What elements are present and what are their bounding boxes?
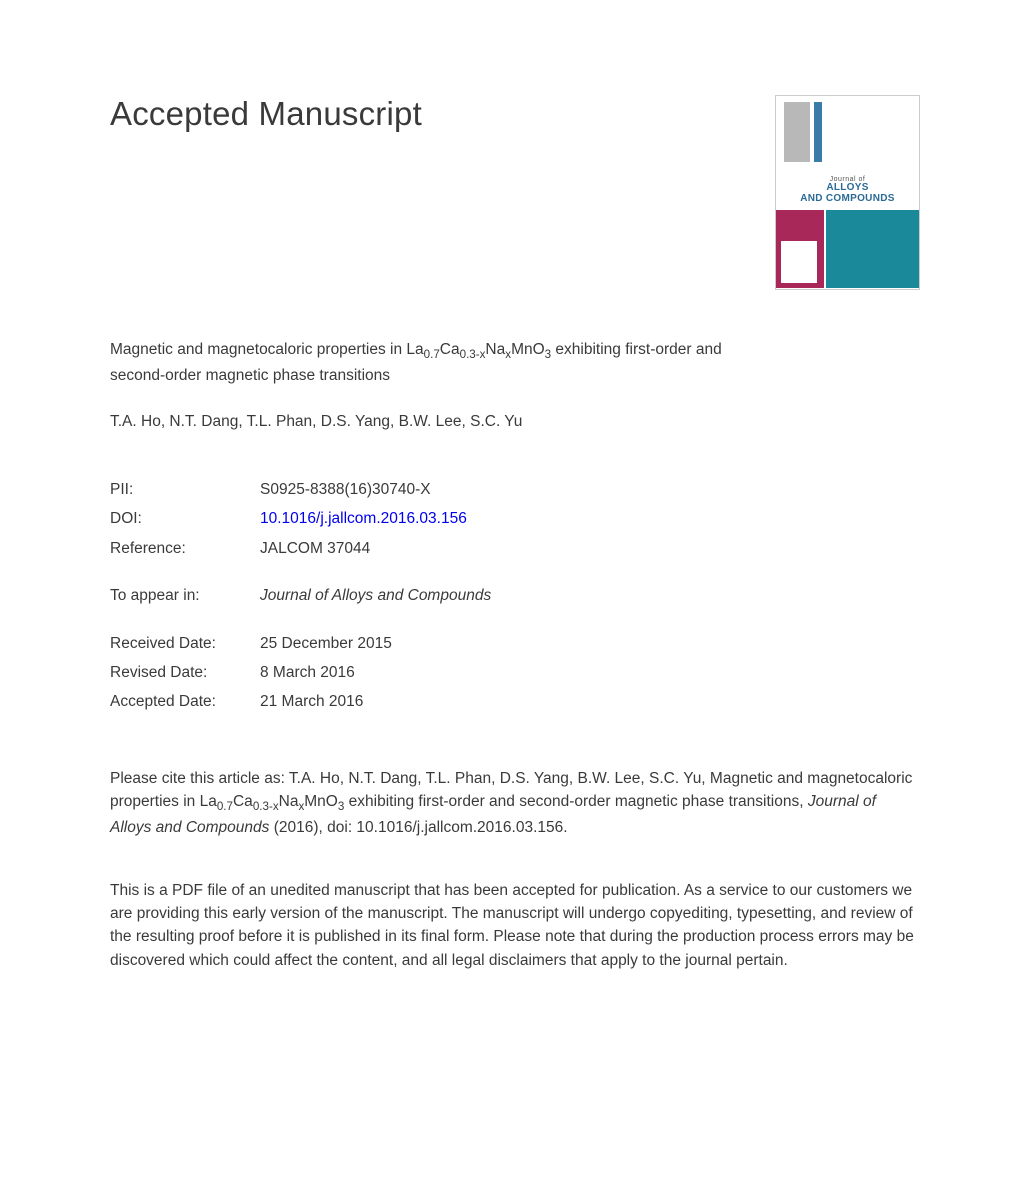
pii-value: S0925-8388(16)30740-X xyxy=(260,475,431,504)
header-row: Accepted Manuscript Journal of ALLOYS AN… xyxy=(110,95,920,290)
reference-value: JALCOM 37044 xyxy=(260,534,370,563)
meta-row-reference: Reference: JALCOM 37044 xyxy=(110,534,920,563)
cite-sub1: 0.7 xyxy=(217,800,233,813)
disclaimer-text: This is a PDF file of an unedited manusc… xyxy=(110,879,920,972)
authors-list: T.A. Ho, N.T. Dang, T.L. Phan, D.S. Yang… xyxy=(110,413,920,431)
title-sub2: 0.3-x xyxy=(460,348,486,361)
cover-teal-block xyxy=(826,210,919,288)
cite-sub2: 0.3-x xyxy=(253,800,279,813)
appear-label: To appear in: xyxy=(110,581,260,610)
manuscript-page: Accepted Manuscript Journal of ALLOYS AN… xyxy=(0,0,1020,1032)
cover-title-line2: AND COMPOUNDS xyxy=(800,193,894,204)
meta-row-accepted: Accepted Date: 21 March 2016 xyxy=(110,687,920,716)
received-label: Received Date: xyxy=(110,629,260,658)
article-title: Magnetic and magnetocaloric properties i… xyxy=(110,338,750,387)
meta-row-pii: PII: S0925-8388(16)30740-X xyxy=(110,475,920,504)
doi-link[interactable]: 10.1016/j.jallcom.2016.03.156 xyxy=(260,504,467,533)
metadata-table: PII: S0925-8388(16)30740-X DOI: 10.1016/… xyxy=(110,475,920,717)
meta-row-revised: Revised Date: 8 March 2016 xyxy=(110,658,920,687)
cite-suffix: (2016), doi: 10.1016/j.jallcom.2016.03.1… xyxy=(269,819,567,836)
cover-grey-block xyxy=(784,102,810,162)
meta-row-received: Received Date: 25 December 2015 xyxy=(110,629,920,658)
title-sub1: 0.7 xyxy=(424,348,440,361)
reference-label: Reference: xyxy=(110,534,260,563)
citation-text: Please cite this article as: T.A. Ho, N.… xyxy=(110,767,920,839)
title-mid1: Ca xyxy=(440,341,460,358)
cover-journal-title: ALLOYS AND COMPOUNDS xyxy=(776,183,919,204)
cover-top xyxy=(776,96,919,174)
title-mid2: Na xyxy=(485,341,505,358)
meta-row-appear: To appear in: Journal of Alloys and Comp… xyxy=(110,581,920,610)
doi-label: DOI: xyxy=(110,504,260,533)
revised-label: Revised Date: xyxy=(110,658,260,687)
cite-mid1: Ca xyxy=(233,793,253,810)
cover-tiny-text xyxy=(781,241,817,283)
accepted-value: 21 March 2016 xyxy=(260,687,363,716)
cover-title-line1: ALLOYS xyxy=(826,182,868,193)
cite-mid3: MnO xyxy=(304,793,338,810)
cite-mid4: exhibiting first-order and second-order … xyxy=(344,793,808,810)
accepted-label: Accepted Date: xyxy=(110,687,260,716)
pii-label: PII: xyxy=(110,475,260,504)
title-prefix: Magnetic and magnetocaloric properties i… xyxy=(110,341,424,358)
cite-mid2: Na xyxy=(279,793,299,810)
meta-row-doi: DOI: 10.1016/j.jallcom.2016.03.156 xyxy=(110,504,920,533)
title-mid3: MnO xyxy=(511,341,545,358)
received-value: 25 December 2015 xyxy=(260,629,392,658)
revised-value: 8 March 2016 xyxy=(260,658,355,687)
journal-cover-thumbnail: Journal of ALLOYS AND COMPOUNDS xyxy=(775,95,920,290)
page-title: Accepted Manuscript xyxy=(110,95,422,133)
appear-value: Journal of Alloys and Compounds xyxy=(260,581,491,610)
cover-blue-strip xyxy=(814,102,822,162)
